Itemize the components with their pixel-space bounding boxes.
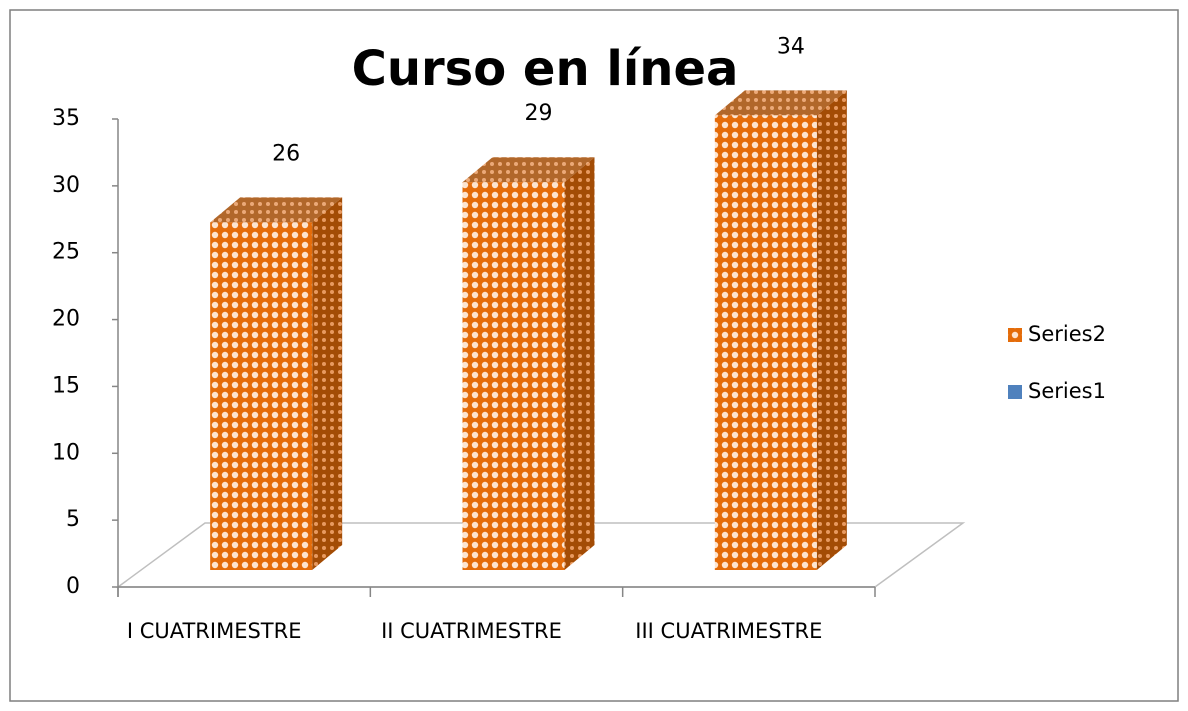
y-tick-label: 35 bbox=[52, 106, 80, 131]
legend-swatch bbox=[1008, 385, 1022, 399]
chart-title: Curso en línea bbox=[352, 41, 739, 97]
bar bbox=[210, 197, 343, 571]
y-tick-label: 0 bbox=[66, 574, 80, 599]
bar-front bbox=[714, 115, 817, 570]
y-tick-label: 25 bbox=[52, 240, 80, 265]
bar-front bbox=[462, 182, 565, 570]
x-tick-label: III CUATRIMESTRE bbox=[635, 619, 822, 643]
y-tick-label: 10 bbox=[52, 440, 80, 465]
data-label: 29 bbox=[525, 101, 553, 126]
y-tick-label: 5 bbox=[66, 507, 80, 532]
data-label: 34 bbox=[777, 34, 805, 59]
y-tick-label: 15 bbox=[52, 373, 80, 398]
y-tick-label: 20 bbox=[52, 307, 80, 332]
legend-label: Series2 bbox=[1028, 322, 1106, 346]
legend-swatch bbox=[1008, 328, 1022, 342]
bar-side bbox=[564, 157, 595, 570]
legend-label: Series1 bbox=[1028, 379, 1106, 403]
bar bbox=[714, 90, 847, 570]
bar-side bbox=[816, 90, 847, 570]
bar bbox=[462, 157, 595, 570]
data-label: 26 bbox=[272, 141, 300, 166]
x-tick-label: I CUATRIMESTRE bbox=[127, 619, 302, 643]
bar-side bbox=[312, 197, 343, 571]
bar-top bbox=[714, 90, 847, 116]
bar-front bbox=[210, 222, 313, 571]
y-tick-label: 30 bbox=[52, 173, 80, 198]
bar-top bbox=[462, 157, 595, 183]
x-tick-label: II CUATRIMESTRE bbox=[381, 619, 562, 643]
bar-top bbox=[210, 197, 343, 223]
